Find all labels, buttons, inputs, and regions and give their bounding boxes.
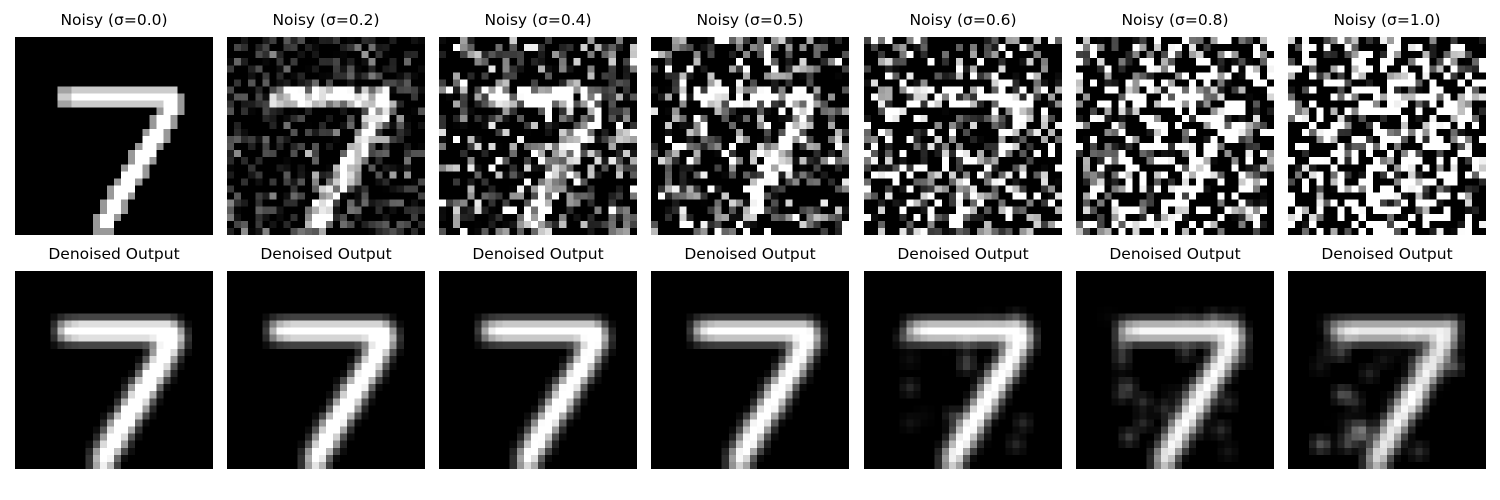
denoised-title: Denoised Output	[48, 245, 180, 263]
denoised-title: Denoised Output	[684, 245, 816, 263]
denoised-title: Denoised Output	[472, 245, 604, 263]
noisy-title: Noisy (σ=0.4)	[484, 11, 592, 29]
denoised-image	[651, 271, 849, 469]
noisy-image	[227, 37, 425, 235]
noisy-image	[651, 37, 849, 235]
denoised-title: Denoised Output	[1321, 245, 1453, 263]
noisy-title: Noisy (σ=1.0)	[1333, 11, 1441, 29]
noisy-title: Noisy (σ=0.0)	[60, 11, 168, 29]
denoised-image	[864, 271, 1062, 469]
noisy-title: Noisy (σ=0.5)	[696, 11, 804, 29]
noisy-image	[864, 37, 1062, 235]
noisy-image	[1288, 37, 1486, 235]
denoised-image	[1288, 271, 1486, 469]
denoised-image	[227, 271, 425, 469]
denoised-title: Denoised Output	[260, 245, 392, 263]
noisy-title: Noisy (σ=0.2)	[272, 11, 380, 29]
denoised-title: Denoised Output	[1109, 245, 1241, 263]
denoised-title: Denoised Output	[897, 245, 1029, 263]
noisy-title: Noisy (σ=0.8)	[1121, 11, 1229, 29]
noisy-title: Noisy (σ=0.6)	[909, 11, 1017, 29]
denoised-image	[1076, 271, 1274, 469]
noisy-image	[1076, 37, 1274, 235]
noisy-image	[439, 37, 637, 235]
noisy-image	[15, 37, 213, 235]
denoised-image	[439, 271, 637, 469]
denoised-image	[15, 271, 213, 469]
